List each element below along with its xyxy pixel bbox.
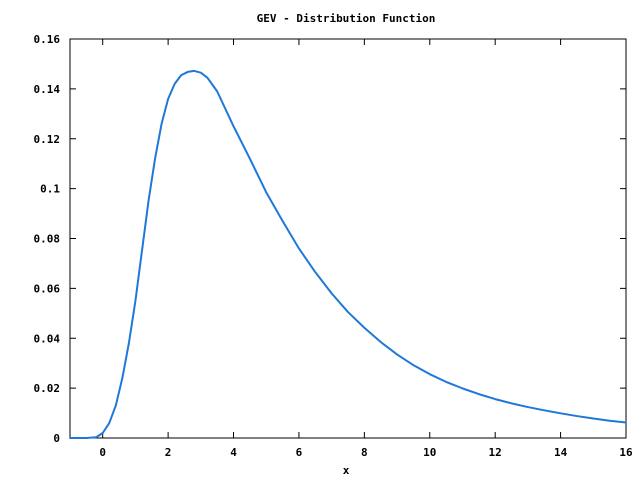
y-tick-label: 0.06 [34, 282, 61, 295]
y-tick-label: 0.08 [34, 233, 61, 246]
x-tick-label: 0 [99, 446, 106, 459]
y-tick-label: 0.12 [34, 133, 61, 146]
x-tick-label: 16 [619, 446, 633, 459]
series-line [69, 69, 627, 439]
x-tick-label: 6 [296, 446, 303, 459]
y-tick-label: 0.04 [34, 332, 61, 345]
x-tick-label: 10 [423, 446, 436, 459]
y-tick-label: 0.16 [34, 33, 61, 46]
x-tick-label: 12 [489, 446, 502, 459]
x-tick-label: 14 [554, 446, 568, 459]
x-tick-label: 8 [361, 446, 368, 459]
x-axis-label: x [343, 464, 350, 477]
y-tick-label: 0.14 [34, 83, 61, 96]
axis-ticks: 0 2 4 6 8 10 12 14 16 0 0.02 0.04 0.06 0.08 0.1 0.12 0.1… [34, 33, 633, 459]
y-tick-label: 0.02 [34, 382, 61, 395]
y-tick-label: 0 [53, 432, 60, 445]
series-group [69, 69, 627, 439]
y-tick-label: 0.1 [40, 183, 60, 196]
x-tick-label: 2 [165, 446, 172, 459]
plot-frame [69, 38, 627, 439]
x-tick-label: 4 [230, 446, 237, 459]
chart-title: GEV - Distribution Function [257, 12, 436, 25]
